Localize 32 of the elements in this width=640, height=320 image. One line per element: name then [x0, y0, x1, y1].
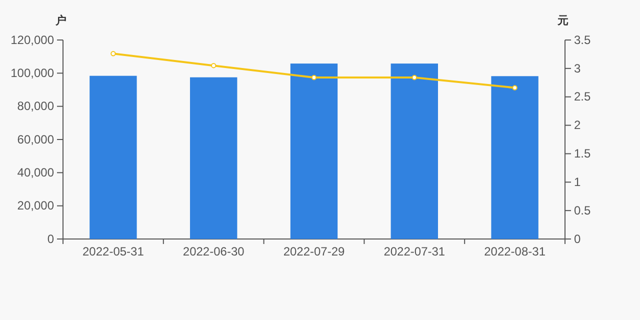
bar	[190, 77, 238, 239]
y-tick-label: 40,000	[17, 166, 54, 180]
y2-tick-label: 2.5	[574, 90, 592, 104]
x-tick-label: 2022-07-31	[384, 244, 446, 259]
bar	[390, 64, 438, 239]
bar	[491, 76, 538, 239]
y2-tick-label: 3.5	[574, 32, 592, 47]
y-tick-label: 80,000	[17, 99, 54, 114]
y-tick-label: 120,000	[10, 32, 54, 47]
y2-axis-title: 元	[556, 15, 568, 27]
point	[412, 74, 418, 80]
x-tick-label: 2022-06-30	[182, 244, 245, 259]
y2-tick-label: 0.5	[574, 203, 592, 218]
y2-tick-label: 1	[574, 174, 581, 189]
point	[110, 51, 116, 56]
y2-tick-label: 3	[574, 61, 581, 76]
y-tick-label: 0	[47, 232, 54, 246]
y-tick-label: 100,000	[10, 66, 54, 80]
x-tick-label: 2022-05-31	[82, 244, 144, 259]
point	[311, 74, 317, 80]
y-tick-label: 20,000	[17, 198, 54, 213]
x-tick-label: 2022-07-29	[283, 244, 346, 259]
x-tick-label: 2022-08-31	[484, 244, 546, 259]
point	[210, 62, 216, 68]
y-axis-title: 户	[54, 14, 66, 27]
y-tick-label: 60,000	[17, 132, 54, 146]
y2-tick-label: 0	[574, 232, 581, 246]
bar	[290, 64, 338, 239]
y2-tick-label: 1.5	[574, 146, 592, 161]
point	[512, 85, 518, 90]
y2-tick-label: 2	[574, 118, 581, 132]
bar	[90, 76, 137, 239]
